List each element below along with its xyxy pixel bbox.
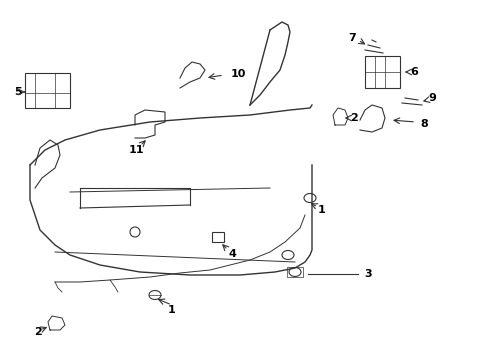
Text: 11: 11: [128, 145, 143, 155]
Text: 9: 9: [427, 93, 435, 103]
Text: 3: 3: [364, 269, 371, 279]
Bar: [286, 267, 303, 277]
Bar: [212, 232, 224, 242]
Text: 5: 5: [14, 87, 22, 97]
Text: 1: 1: [168, 305, 176, 315]
Text: 7: 7: [347, 33, 355, 43]
Text: 6: 6: [409, 67, 417, 77]
FancyBboxPatch shape: [25, 73, 70, 108]
FancyBboxPatch shape: [364, 56, 399, 88]
Text: 4: 4: [227, 249, 235, 259]
Text: 1: 1: [318, 205, 325, 215]
Text: 8: 8: [419, 119, 427, 129]
Text: 10: 10: [230, 69, 245, 79]
Text: 2: 2: [349, 113, 357, 123]
Text: 2: 2: [34, 327, 42, 337]
